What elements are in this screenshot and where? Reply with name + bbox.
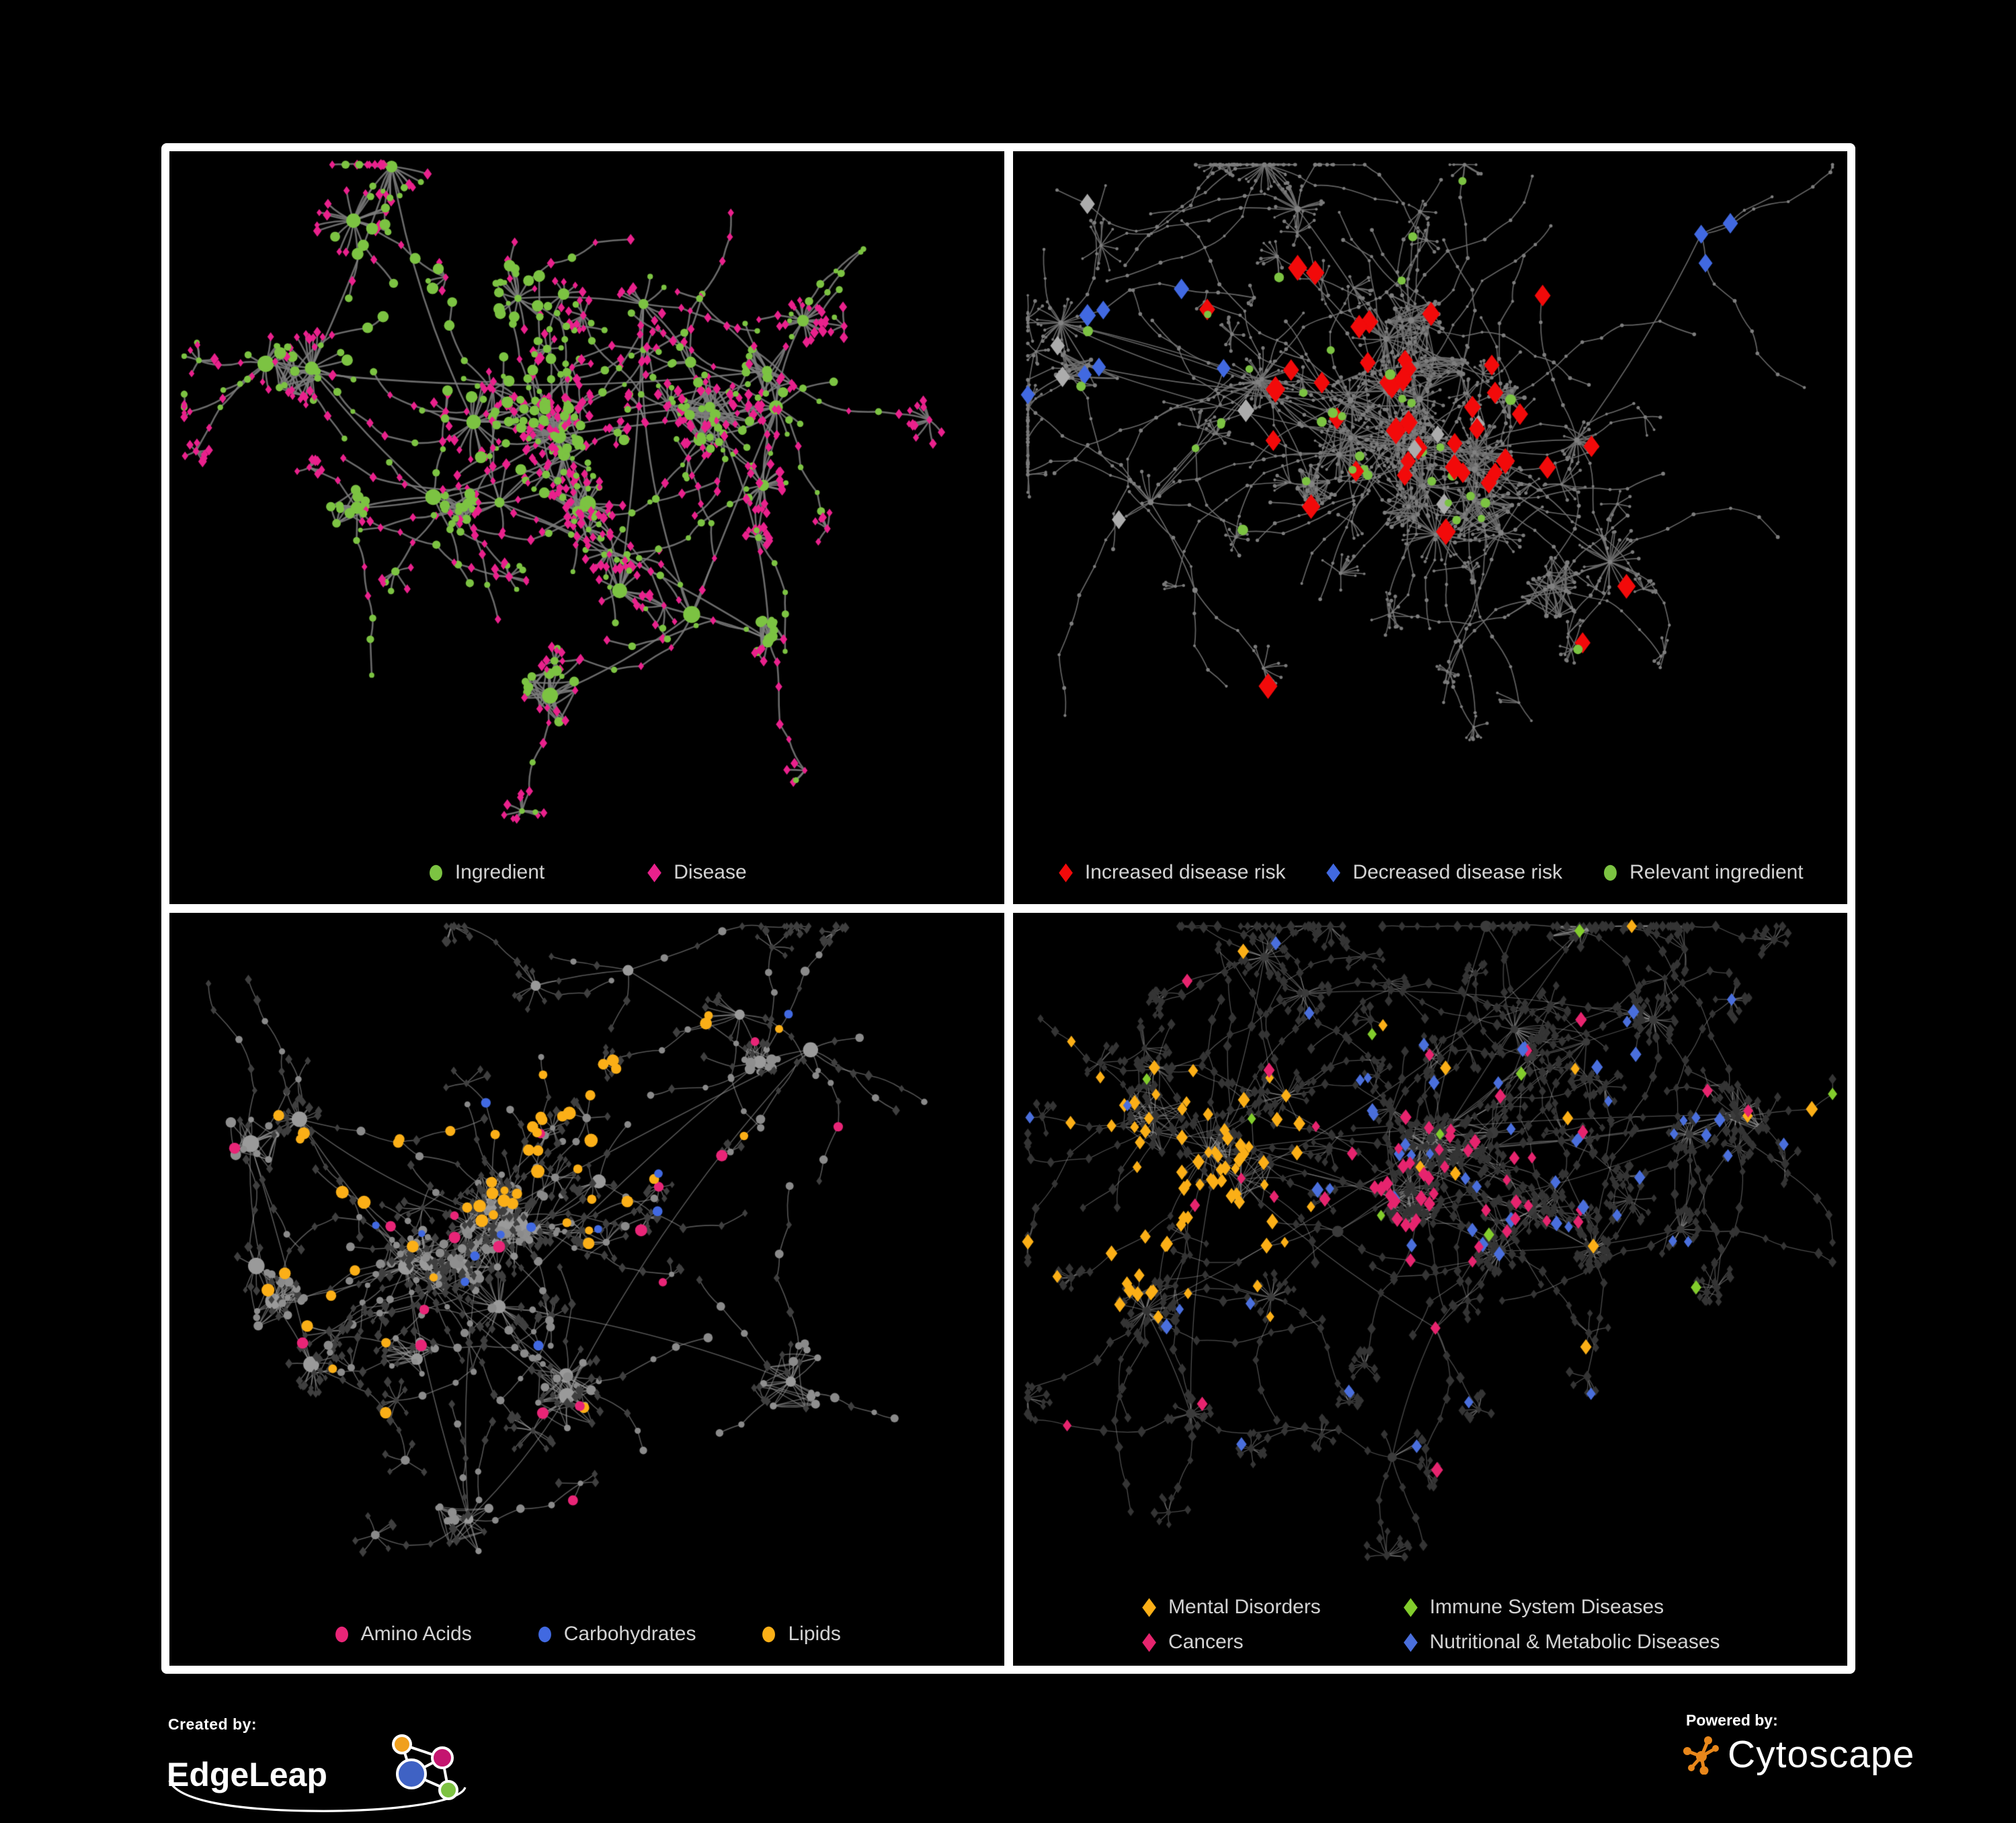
legend-label: Ingredient	[454, 861, 545, 883]
legend-item-cancers: Cancers	[1140, 1631, 1321, 1654]
legend-item-nutritional-metabolic-diseases: Nutritional & Metabolic Diseases	[1402, 1631, 1720, 1654]
panel-disease-classes: Mental Disorders Immune System Diseases Ca…	[1012, 913, 1848, 1666]
circle-swatch-icon	[538, 1626, 551, 1642]
legend-label: Increased disease risk	[1084, 861, 1286, 883]
diamond-swatch-icon	[1142, 1633, 1156, 1652]
legend-label: Disease	[674, 861, 747, 883]
legend-item-mental-disorders: Mental Disorders	[1140, 1596, 1321, 1619]
diamond-swatch-icon	[1058, 863, 1073, 882]
circle-swatch-icon	[429, 864, 442, 881]
legend-item-relevant-ingredient: Relevant ingredient	[1601, 861, 1804, 884]
diamond-swatch-icon	[1403, 1598, 1418, 1617]
edgeleap-node-magenta-icon	[431, 1746, 454, 1769]
diamond-swatch-icon	[1142, 1598, 1156, 1617]
legend-item-decreased-disease-risk: Decreased disease risk	[1324, 861, 1562, 884]
diamond-swatch-icon	[647, 863, 662, 882]
panel-nutrient-classes: Amino Acids Carbohydrates Lipids	[169, 913, 1004, 1666]
edgeleap-glyph-icon	[392, 1734, 458, 1800]
legend-disease-classes: Mental Disorders Immune System Diseases Ca…	[1013, 1596, 1848, 1654]
legend-label: Cancers	[1168, 1631, 1244, 1653]
circle-swatch-icon	[1604, 864, 1617, 881]
edgeleap-swoosh-icon	[168, 1780, 467, 1812]
edgeleap-wordmark: EdgeLeap	[167, 1756, 327, 1793]
legend-label: Nutritional & Metabolic Diseases	[1429, 1631, 1720, 1653]
diamond-swatch-icon	[1403, 1633, 1418, 1652]
legend-label: Mental Disorders	[1168, 1596, 1321, 1618]
legend-label: Carbohydrates	[563, 1623, 696, 1645]
powered-by-block: Powered by: Cytoscape	[1682, 1711, 1914, 1777]
edgeleap-node-blue-icon	[396, 1758, 427, 1789]
panel-grid: Ingredient Disease Increased disease risk…	[161, 143, 1855, 1674]
network-disease-risk	[1012, 151, 1847, 904]
network-nutrient-classes	[169, 913, 1004, 1666]
edgeleap-node-orange-icon	[392, 1734, 412, 1754]
legend-item-disease: Disease	[645, 861, 747, 884]
legend-label: Decreased disease risk	[1353, 861, 1563, 883]
circle-swatch-icon	[335, 1626, 348, 1642]
edgeleap-node-green-icon	[438, 1780, 458, 1800]
legend-item-lipids: Lipids	[760, 1623, 841, 1646]
legend-item-amino-acids: Amino Acids	[333, 1623, 472, 1646]
created-by-label: Created by:	[168, 1715, 257, 1733]
legend-ingredients-diseases: Ingredient Disease	[169, 861, 1004, 884]
network-disease-classes	[1012, 913, 1847, 1666]
powered-by-label: Powered by:	[1686, 1711, 1778, 1729]
legend-label: Lipids	[788, 1623, 841, 1645]
network-ingredients-diseases	[169, 151, 1004, 904]
circle-swatch-icon	[762, 1626, 776, 1642]
diamond-swatch-icon	[1326, 863, 1341, 882]
legend-label: Relevant ingredient	[1629, 861, 1804, 883]
legend-disease-risk: Increased disease risk Decreased disease …	[1013, 861, 1848, 884]
legend-item-ingredient: Ingredient	[427, 861, 545, 884]
legend-label: Immune System Diseases	[1429, 1596, 1664, 1618]
edgeleap-logo: EdgeLeap	[167, 1734, 467, 1812]
created-by-block: Created by: EdgeLeap	[165, 1715, 488, 1823]
panel-disease-risk: Increased disease risk Decreased disease …	[1012, 151, 1848, 904]
legend-item-carbohydrates: Carbohydrates	[536, 1623, 696, 1646]
legend-nutrient-classes: Amino Acids Carbohydrates Lipids	[169, 1623, 1004, 1646]
legend-item-immune-system-diseases: Immune System Diseases	[1402, 1596, 1720, 1619]
cytoscape-logo-icon	[1683, 1736, 1719, 1775]
legend-item-increased-disease-risk: Increased disease risk	[1057, 861, 1285, 884]
panel-ingredients-diseases: Ingredient Disease	[169, 151, 1004, 904]
legend-label: Amino Acids	[360, 1623, 472, 1645]
cytoscape-wordmark: Cytoscape	[1728, 1733, 1915, 1776]
